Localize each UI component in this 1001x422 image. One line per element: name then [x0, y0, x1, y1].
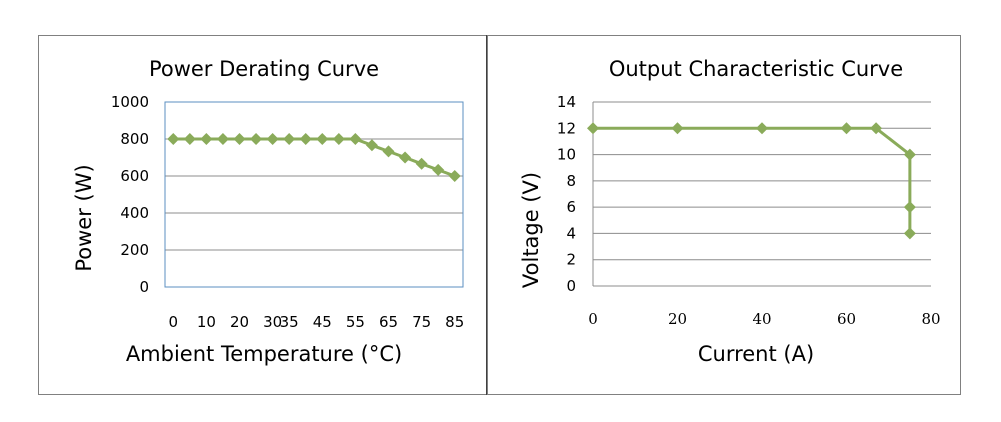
data-point: [332, 133, 345, 145]
output-characteristic-chart: Output Characteristic Curve Current (A) …: [519, 57, 941, 366]
data-point: [365, 139, 378, 152]
y-tick-label: 8: [566, 172, 576, 190]
series-line: [593, 126, 912, 234]
data-point: [432, 163, 445, 176]
x-tick-label: 45: [313, 313, 332, 331]
x-tick-label: 0: [169, 313, 179, 331]
data-point: [415, 157, 428, 170]
data-point: [316, 133, 329, 145]
y-tick-label: 800: [120, 130, 149, 148]
y-axis-label: Voltage (V): [519, 172, 543, 288]
series-line: [173, 137, 456, 178]
data-point: [266, 133, 279, 145]
y-tick-label: 2: [566, 251, 576, 269]
data-point: [299, 133, 312, 145]
x-tick-label: 20: [230, 313, 249, 331]
plot-area: [164, 101, 464, 288]
data-point: [756, 122, 768, 135]
power-derating-chart: Power Derating Curve Ambient Temperature…: [72, 57, 464, 366]
power-derating-panel: Power Derating Curve Ambient Temperature…: [38, 35, 487, 395]
y-tick-label: 12: [557, 119, 576, 137]
y-tick-label: 4: [566, 224, 576, 242]
x-tick-label: 35: [280, 313, 299, 331]
data-point: [671, 122, 684, 135]
y-tick-label: 600: [120, 167, 149, 185]
data-point: [216, 133, 229, 145]
x-tick-label: 30: [263, 313, 282, 331]
data-point: [283, 133, 296, 145]
x-tick-label: 85: [445, 313, 464, 331]
chart-title: Power Derating Curve: [149, 57, 379, 81]
data-point: [399, 151, 412, 164]
x-tick-label: 55: [346, 313, 365, 331]
y-tick-label: 0: [139, 278, 149, 296]
y-axis-label: Power (W): [72, 164, 96, 271]
data-point: [382, 145, 395, 158]
data-point: [250, 133, 263, 145]
x-tick-label: 60: [837, 310, 856, 328]
data-point: [183, 133, 196, 145]
data-point: [903, 227, 916, 240]
y-tick-label: 6: [566, 198, 576, 216]
y-tick-label: 400: [120, 204, 149, 222]
x-tick-label: 80: [921, 310, 940, 328]
x-tick-label: 0: [588, 310, 598, 328]
output-characteristic-panel: Output Characteristic Curve Current (A) …: [487, 35, 961, 395]
data-point: [870, 122, 883, 135]
x-tick-label: 20: [668, 310, 687, 328]
data-point: [233, 133, 246, 145]
data-point: [903, 148, 916, 161]
y-tick-label: 10: [557, 146, 576, 164]
chart-title: Output Characteristic Curve: [609, 57, 903, 81]
x-tick-label: 40: [752, 310, 771, 328]
y-tick-label: 200: [120, 241, 149, 259]
x-axis-label: Ambient Temperature (°C): [126, 342, 402, 366]
data-point: [587, 122, 599, 135]
data-point: [903, 201, 916, 214]
y-tick-label: 0: [566, 277, 576, 295]
data-point: [200, 133, 213, 145]
x-tick-label: 65: [379, 313, 398, 331]
data-point: [349, 133, 362, 145]
x-axis-label: Current (A): [698, 342, 814, 366]
data-point: [448, 170, 461, 182]
y-tick-label: 1000: [111, 93, 149, 111]
data-point: [840, 122, 853, 135]
data-point: [167, 133, 180, 145]
x-tick-label: 75: [412, 313, 431, 331]
y-tick-label: 14: [557, 93, 576, 111]
x-tick-label: 10: [197, 313, 216, 331]
